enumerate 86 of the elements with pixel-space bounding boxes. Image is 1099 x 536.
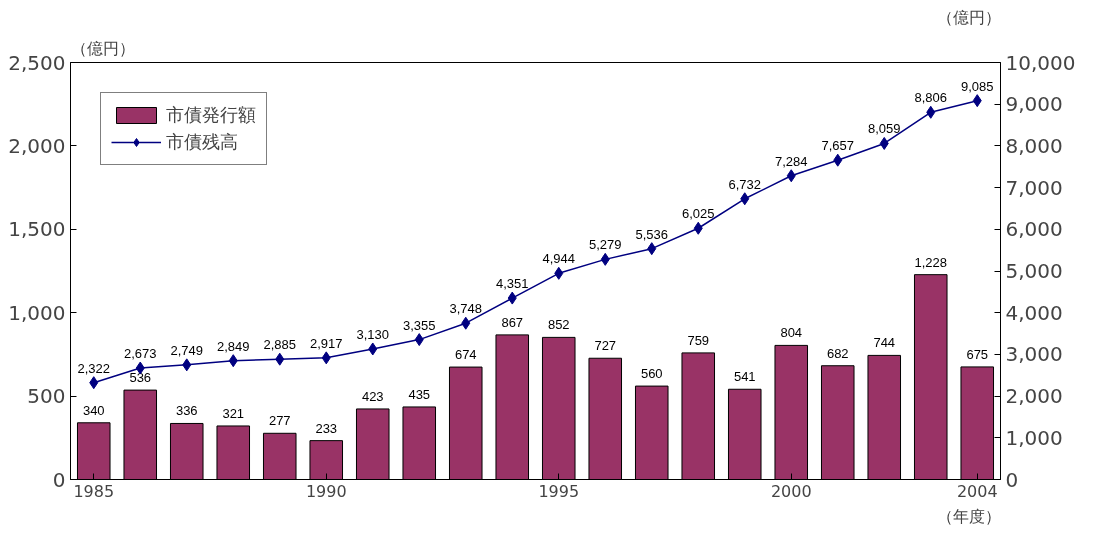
point (554, 266, 564, 280)
data-label: 759 (687, 332, 710, 348)
data-label: 3,355 (402, 317, 436, 333)
y-tick-label: 2,500 (8, 50, 66, 75)
point (89, 376, 99, 390)
data-label: 8,059 (867, 121, 901, 137)
y2-tick-label: 2,000 (1005, 384, 1063, 409)
x-tick-label: 1990 (305, 481, 347, 501)
y-tick-label: 2,000 (8, 133, 66, 158)
y2-tick-label: 1,000 (1005, 425, 1063, 450)
data-label: 2,849 (216, 338, 250, 354)
point (972, 94, 982, 108)
data-label: 3,130 (356, 326, 390, 342)
data-label: 6,025 (681, 206, 715, 222)
point (833, 153, 843, 167)
data-label: 7,284 (774, 153, 808, 169)
y2-tick-label: 3,000 (1005, 342, 1063, 367)
y2-tick-label: 10,000 (1005, 50, 1076, 75)
y-tick-label: 1,500 (8, 217, 66, 242)
data-label: 2,322 (77, 360, 111, 376)
point (647, 242, 657, 256)
data-label: 2,749 (170, 342, 204, 358)
x-tick-label: 1985 (73, 481, 115, 501)
data-label: 1,228 (914, 254, 948, 270)
x-tick-label: 2004 (956, 481, 998, 501)
y2-axis-title: （億円） (936, 7, 1001, 27)
data-label: 277 (268, 413, 291, 429)
data-label: 5,279 (588, 237, 622, 253)
x-axis-title: （年度） (936, 506, 1001, 526)
data-label: 6,732 (728, 176, 762, 192)
y-axis-title: （億円） (70, 38, 135, 58)
data-label: 7,657 (821, 138, 855, 154)
x-tick-label: 1995 (538, 481, 580, 501)
data-label: 804 (780, 325, 803, 341)
data-label: 674 (454, 347, 477, 363)
data-label: 2,673 (123, 346, 157, 362)
point (182, 358, 192, 372)
data-label: 336 (175, 403, 198, 419)
y-tick-label: 500 (27, 384, 66, 409)
y-tick-label: 0 (52, 467, 66, 492)
point (507, 291, 517, 305)
data-label: 560 (640, 366, 663, 382)
point (368, 342, 378, 356)
x-tick-label: 2000 (770, 481, 812, 501)
data-label: 233 (315, 420, 338, 436)
data-label: 4,944 (542, 251, 576, 267)
legend-label: 市債残高 (166, 130, 238, 154)
y-tick-label: 1,000 (8, 300, 66, 325)
data-label: 2,885 (263, 337, 297, 353)
data-label: 867 (501, 314, 524, 330)
data-label: 675 (966, 346, 989, 362)
data-label: 8,806 (914, 90, 948, 106)
data-label: 321 (222, 405, 245, 421)
data-label: 435 (408, 386, 431, 402)
data-label: 423 (361, 388, 384, 404)
data-label: 5,536 (635, 226, 669, 242)
point (879, 136, 889, 150)
data-label: 2,917 (309, 335, 343, 351)
point (786, 169, 796, 183)
point (414, 333, 424, 347)
data-label: 541 (733, 369, 756, 385)
data-label: 4,351 (495, 276, 529, 292)
data-label: 340 (82, 402, 105, 418)
data-label: 852 (547, 317, 570, 333)
legend-label: 市債発行額 (166, 103, 256, 127)
y2-tick-label: 4,000 (1005, 300, 1063, 325)
point (461, 316, 471, 330)
point (740, 192, 750, 206)
point (275, 352, 285, 366)
y2-tick-label: 7,000 (1005, 175, 1063, 200)
data-label: 682 (826, 345, 849, 361)
data-label: 9,085 (960, 78, 994, 94)
data-label: 744 (873, 335, 896, 351)
y2-tick-label: 9,000 (1005, 92, 1063, 117)
data-label: 536 (129, 370, 152, 386)
data-label: 3,748 (449, 301, 483, 317)
y2-tick-label: 6,000 (1005, 217, 1063, 242)
data-label: 727 (594, 338, 617, 354)
point (600, 252, 610, 266)
point (321, 351, 331, 365)
y2-tick-label: 5,000 (1005, 259, 1063, 283)
point (926, 105, 936, 119)
y2-tick-label: 8,000 (1005, 133, 1063, 158)
point (693, 221, 703, 235)
point (228, 354, 238, 368)
y2-tick-label: 0 (1005, 467, 1019, 492)
